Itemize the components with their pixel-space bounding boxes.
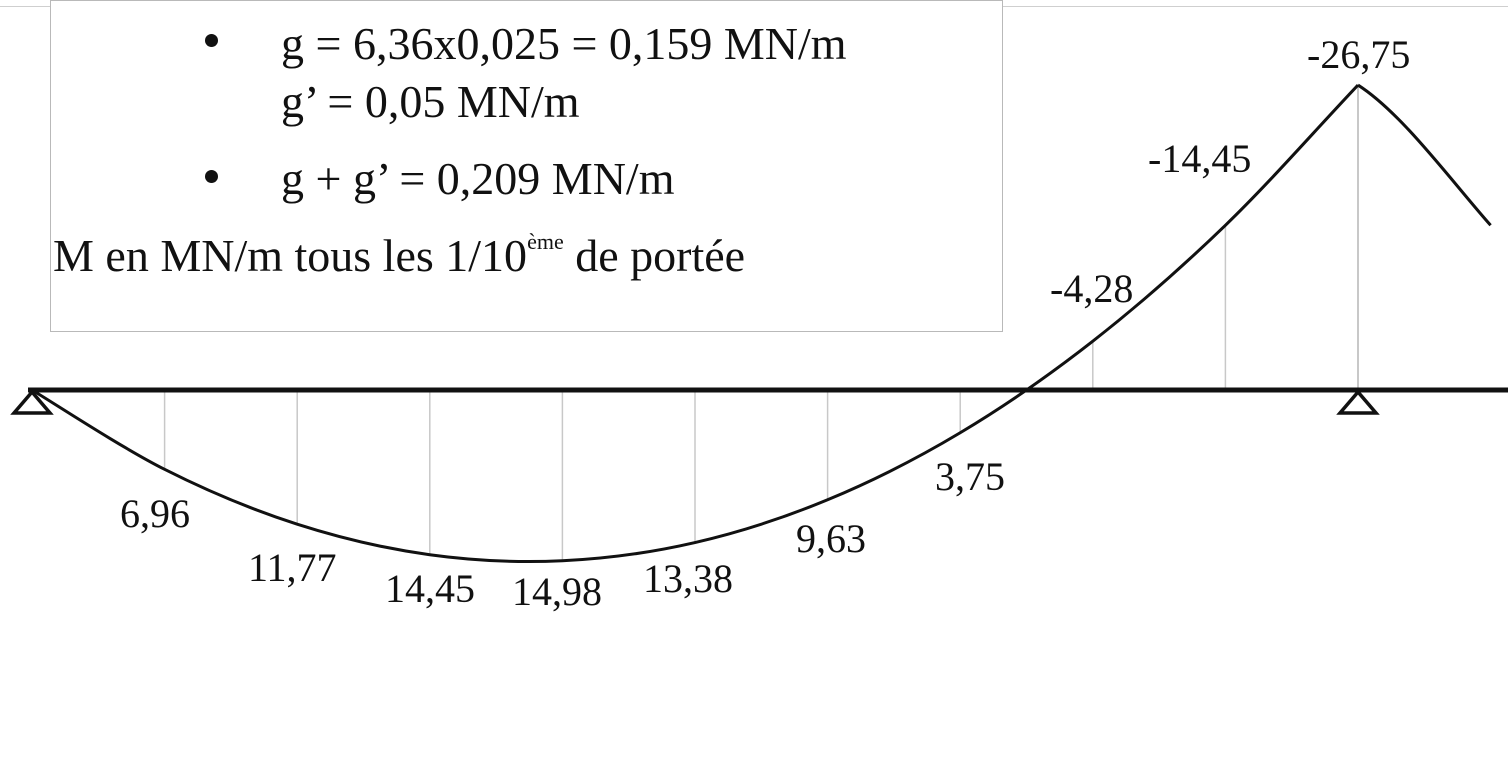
legend-note: M en MN/m tous les 1/10ème de portée bbox=[53, 230, 746, 281]
ordinate-lines bbox=[163, 225, 1227, 561]
legend-box: g = 6,36x0,025 = 0,159 MN/m g’ = 0,05 MN… bbox=[50, 0, 1003, 332]
moment-value-label: 13,38 bbox=[643, 556, 733, 601]
moment-value-label: -4,28 bbox=[1050, 266, 1133, 311]
moment-curve bbox=[31, 84, 1360, 564]
moment-value-label: 6,96 bbox=[120, 491, 190, 536]
moment-value-label: 14,98 bbox=[512, 569, 602, 614]
moment-value-label: -26,75 bbox=[1307, 32, 1410, 77]
legend-note-superscript: ème bbox=[527, 229, 564, 254]
support-left-icon bbox=[10, 389, 54, 415]
legend-g-prime: g’ = 0,05 MN/m bbox=[281, 76, 580, 127]
value-labels: 6,96 11,77 14,45 14,98 13,38 9,63 3,75 -4,28 -14… bbox=[120, 32, 1410, 614]
legend-g: g = 6,36x0,025 = 0,159 MN/m bbox=[281, 18, 847, 69]
legend-note-tail: de portée bbox=[563, 230, 746, 281]
bullet-icon bbox=[205, 34, 218, 47]
legend-g-total: g + g’ = 0,209 MN/m bbox=[281, 153, 675, 204]
moment-value-label: -14,45 bbox=[1148, 136, 1251, 181]
moment-curve-next-span bbox=[1357, 83, 1492, 227]
support-right-icon bbox=[1336, 389, 1380, 415]
moment-value-label: 3,75 bbox=[935, 454, 1005, 499]
bullet-icon bbox=[205, 170, 218, 183]
moment-value-label: 14,45 bbox=[385, 566, 475, 611]
legend-note-main: M en MN/m tous les 1/10 bbox=[53, 230, 528, 281]
moment-value-label: 9,63 bbox=[796, 516, 866, 561]
moment-value-label: 11,77 bbox=[248, 545, 337, 590]
